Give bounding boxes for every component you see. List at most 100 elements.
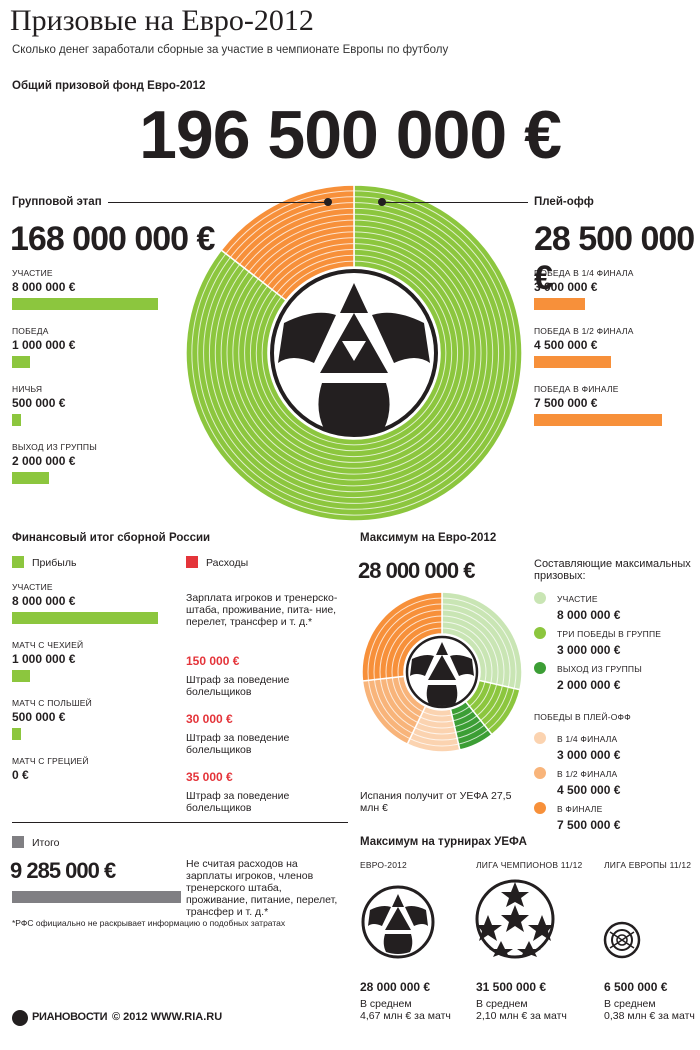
euro-ball-icon [361,885,435,959]
expense-value: 150 000 € [186,654,240,668]
page-title: Призовые на Евро-2012 [10,4,314,37]
group-pointer-line [108,202,328,203]
max-playoff-component-swatch [534,732,546,744]
expense-desc: Штраф за поведение болельщиков [186,732,290,756]
max-playoff-component-label: в 1/2 финала [557,769,618,779]
max-playoff-component-value: 3 000 000 € [557,748,621,762]
expense-note: Зарплата игроков и тренерско- штаба, про… [186,592,338,628]
total-label: Итого [32,837,60,849]
max-playoff-component-swatch [534,767,546,779]
playoff-pointer-dot [378,198,386,206]
playoff-item-label: победа в 1/4 финала [534,268,634,278]
group-stage-item-value: 500 000 € [12,396,66,410]
donut-ring [208,207,500,499]
profit-legend-label: Прибыль [32,557,77,569]
group-stage-total: 168 000 000 € [10,220,215,258]
russia-profit-item-bar [12,728,22,740]
russia-profit-item-label: матч с Польшей [12,698,92,708]
group-stage-item-bar [12,414,22,426]
donut-ring [197,196,511,510]
footnote: *РФС официально не раскрывает информацию… [12,918,286,928]
donut-ring [214,213,494,493]
donut-ring [397,627,487,717]
maximum-donut-chart [361,591,523,753]
maximum-title: Максимум на Евро-2012 [360,532,497,544]
group-stage-item-bar [12,472,49,484]
russia-profit-item-value: 8 000 000 € [12,594,76,608]
group-pointer-dot [324,198,332,206]
fund-total: 196 500 000 € [139,97,562,173]
donut-ring [238,237,470,469]
max-playoff-component-label: в финале [557,804,603,814]
tournament-value: 28 000 000 € [360,980,431,994]
tournament-avg: 4,67 млн € за матч [360,1010,451,1022]
max-group-component-label: участие [557,594,598,604]
profit-legend-swatch [12,556,24,568]
tournament-avg-label: В среднем [476,998,528,1010]
playoff-total: 28 500 000 € [534,220,695,297]
donut-ring [249,248,459,458]
playoff-item-value: 7 500 000 € [534,396,598,410]
donut-ring [379,609,505,735]
playoff-item-label: победа в финале [534,384,619,394]
total-legend-swatch [12,836,24,848]
max-group-component-swatch [534,592,546,604]
group-stage-item-value: 8 000 000 € [12,280,76,294]
expense-desc: Штраф за поведение болельщиков [186,674,290,698]
donut-ring [191,190,517,516]
max-playoff-component-label: в 1/4 финала [557,734,618,744]
max-playoff-component-value: 4 500 000 € [557,783,621,797]
maximum-value: 28 000 000 € [358,558,475,583]
group-stage-item-bar [12,298,158,310]
max-playoff-component-value: 7 500 000 € [557,818,621,832]
donut-ring [203,202,505,504]
max-group-component-swatch [534,627,546,639]
main-donut-chart [185,184,523,522]
donut-ring [391,621,493,723]
russia-profit-item-value: 0 € [12,768,29,782]
europa-league-ball-icon [603,921,641,959]
tournament-avg-label: В среднем [360,998,412,1010]
uefa-title: Максимум на турнирах УЕФА [360,836,527,848]
maximum-donut-rings [367,597,517,747]
tournament-name: Лига Европы 11/12 [604,860,692,870]
tournament-avg: 0,38 млн € за матч [604,1010,695,1022]
tournament-value: 6 500 000 € [604,980,668,994]
tournament-name: Лига чемпионов 11/12 [476,860,583,870]
tournament-avg-label: В среднем [604,998,656,1010]
group-stage-item-value: 2 000 000 € [12,454,76,468]
playoff-item-label: победа в 1/2 финала [534,326,634,336]
russia-profit-item-label: матч с Чехией [12,640,84,650]
expenses-legend-label: Расходы [206,557,249,569]
group-stage-item-value: 1 000 000 € [12,338,76,352]
donut-ring [226,225,482,481]
max-group-component-swatch [534,662,546,674]
playoff-components-title: победы в плей-офф [534,712,631,722]
fund-label: Общий призовой фонд Евро-2012 [12,80,206,92]
football-ball-icon [268,267,440,439]
max-playoff-component-swatch [534,802,546,814]
tournament-name: Евро-2012 [360,860,407,870]
donut-ring [373,603,511,741]
max-group-component-value: 3 000 000 € [557,643,621,657]
group-stage-item-label: участие [12,268,53,278]
donut-ring [255,254,453,452]
brand-name: РИАНОВОСТИ [32,1011,108,1023]
russia-title: Финансовый итог сборной России [12,532,211,544]
russia-total-value: 9 285 000 € [10,858,116,883]
max-group-component-label: выход из группы [557,664,642,674]
donut-ring [385,615,499,729]
max-group-component-value: 2 000 000 € [557,678,621,692]
max-group-component-label: три победы в группе [557,629,662,639]
group-stage-item-label: ничья [12,384,43,394]
donut-ring [367,597,517,747]
copyright: © 2012 WWW.RIA.RU [112,1011,223,1023]
spain-note: Испания получит от УЕФА 27,5 млн € [360,790,512,814]
expense-value: 35 000 € [186,770,233,784]
donut-ring [244,243,464,463]
playoff-item-bar [534,298,586,310]
russia-divider [12,822,348,823]
russia-profit-item-label: матч с Грецией [12,756,89,766]
group-stage-item-bar [12,356,31,368]
expenses-legend-swatch [186,556,198,568]
